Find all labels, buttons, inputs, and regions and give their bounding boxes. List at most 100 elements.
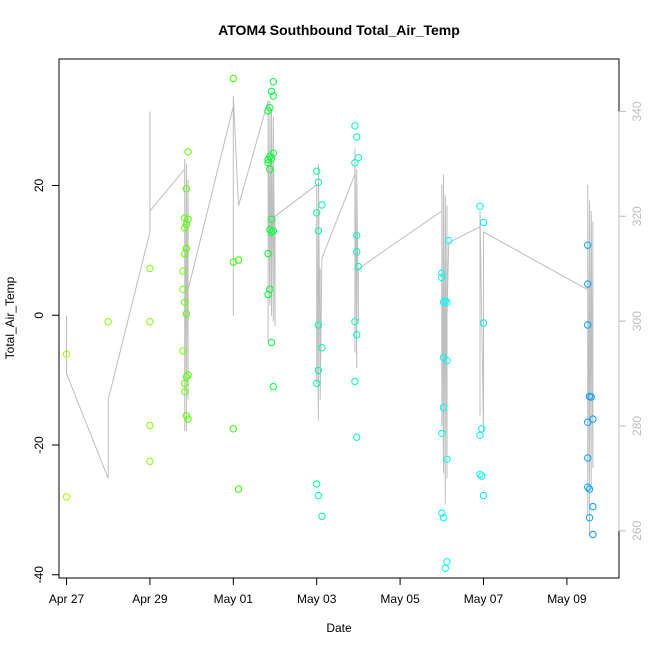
data-point: [584, 321, 592, 329]
data-point: [584, 280, 592, 288]
right-y-tick-label: 280: [630, 416, 644, 436]
y-tick-label: -20: [32, 436, 46, 454]
data-point: [181, 298, 189, 306]
plot-frame: [58, 58, 620, 579]
data-point: [184, 215, 192, 223]
data-point: [269, 382, 277, 391]
data-point: [314, 227, 323, 235]
y-tick-label: 20: [32, 179, 46, 193]
data-point: [182, 244, 191, 253]
data-point: [318, 344, 326, 352]
x-tick-label: May 01: [214, 592, 254, 606]
data-point: [264, 290, 272, 299]
data-point: [353, 331, 361, 339]
data-point: [479, 319, 488, 327]
data-point: [146, 457, 154, 465]
data-point: [353, 248, 361, 256]
data-point: [318, 201, 326, 209]
data-point: [179, 347, 187, 355]
data-point: [351, 159, 359, 167]
data-point: [445, 236, 453, 245]
data-point: [354, 262, 363, 271]
data-point: [146, 318, 154, 326]
data-point: [438, 509, 446, 517]
data-point: [443, 298, 451, 306]
right-y-axis: 260 280 300 320 340: [618, 101, 644, 541]
data-point: [351, 122, 359, 130]
data-point: [266, 285, 274, 293]
data-point: [476, 470, 484, 478]
data-point: [313, 167, 321, 175]
data-point: [181, 214, 189, 222]
right-y-tick-label: 300: [630, 311, 644, 331]
data-point: [146, 421, 154, 430]
x-tick-label: May 07: [464, 592, 504, 606]
y-tick-label: 0: [32, 312, 46, 319]
data-point: [267, 338, 276, 347]
trace-line: [66, 95, 594, 537]
data-point: [229, 425, 238, 433]
data-point: [313, 379, 321, 388]
data-point: [179, 285, 187, 293]
data-point: [182, 373, 191, 381]
data-point: [443, 558, 451, 566]
data-point: [267, 228, 276, 236]
data-point: [584, 454, 592, 462]
data-point: [439, 514, 448, 522]
data-point: [441, 564, 449, 572]
data-point: [353, 433, 361, 441]
data-point: [351, 377, 359, 386]
data-point: [181, 388, 189, 396]
data-point: [266, 165, 274, 174]
data-point: [354, 153, 363, 162]
data-point: [267, 87, 276, 96]
data-point: [104, 318, 112, 326]
y-axis-label: Total_Air_Temp: [3, 276, 17, 359]
data-point: [587, 393, 595, 401]
data-point: [584, 418, 592, 426]
data-point: [438, 273, 446, 282]
data-point: [479, 218, 488, 227]
x-axis-label: Date: [326, 621, 352, 635]
data-point: [584, 483, 592, 491]
data-point: [314, 366, 323, 375]
data-point: [264, 249, 272, 258]
data-point: [179, 267, 187, 275]
data-point: [439, 403, 448, 412]
data-point: [229, 74, 238, 83]
y-tick-label: -40: [32, 566, 46, 584]
data-point: [314, 321, 323, 329]
data-point: [267, 154, 276, 163]
data-point: [353, 231, 361, 240]
data-point: [585, 514, 594, 522]
data-point: [234, 256, 243, 264]
data-point: [589, 415, 597, 423]
data-point: [441, 297, 449, 305]
data-point: [269, 227, 277, 235]
data-point: [314, 491, 323, 500]
data-point: [266, 104, 274, 112]
data-point: [438, 269, 446, 277]
data-point: [478, 472, 486, 480]
data-point: [313, 480, 321, 488]
data-point: [353, 133, 361, 141]
data-point: [62, 493, 71, 501]
data-point: [229, 258, 238, 266]
data-point: [184, 415, 192, 423]
data-point: [585, 485, 594, 493]
data-point: [181, 379, 189, 388]
data-point: [314, 178, 323, 187]
data-point: [589, 530, 597, 539]
data-point: [439, 298, 448, 306]
x-tick-label: May 09: [547, 592, 587, 606]
y-axis: -40 -20 0 20: [32, 179, 60, 584]
data-points: [62, 74, 597, 572]
right-y-tick-label: 340: [630, 101, 644, 121]
data-point: [476, 431, 484, 439]
data-point: [443, 357, 451, 365]
data-point: [184, 371, 192, 379]
data-point: [269, 78, 277, 86]
data-point: [443, 455, 451, 463]
data-point: [269, 149, 277, 157]
